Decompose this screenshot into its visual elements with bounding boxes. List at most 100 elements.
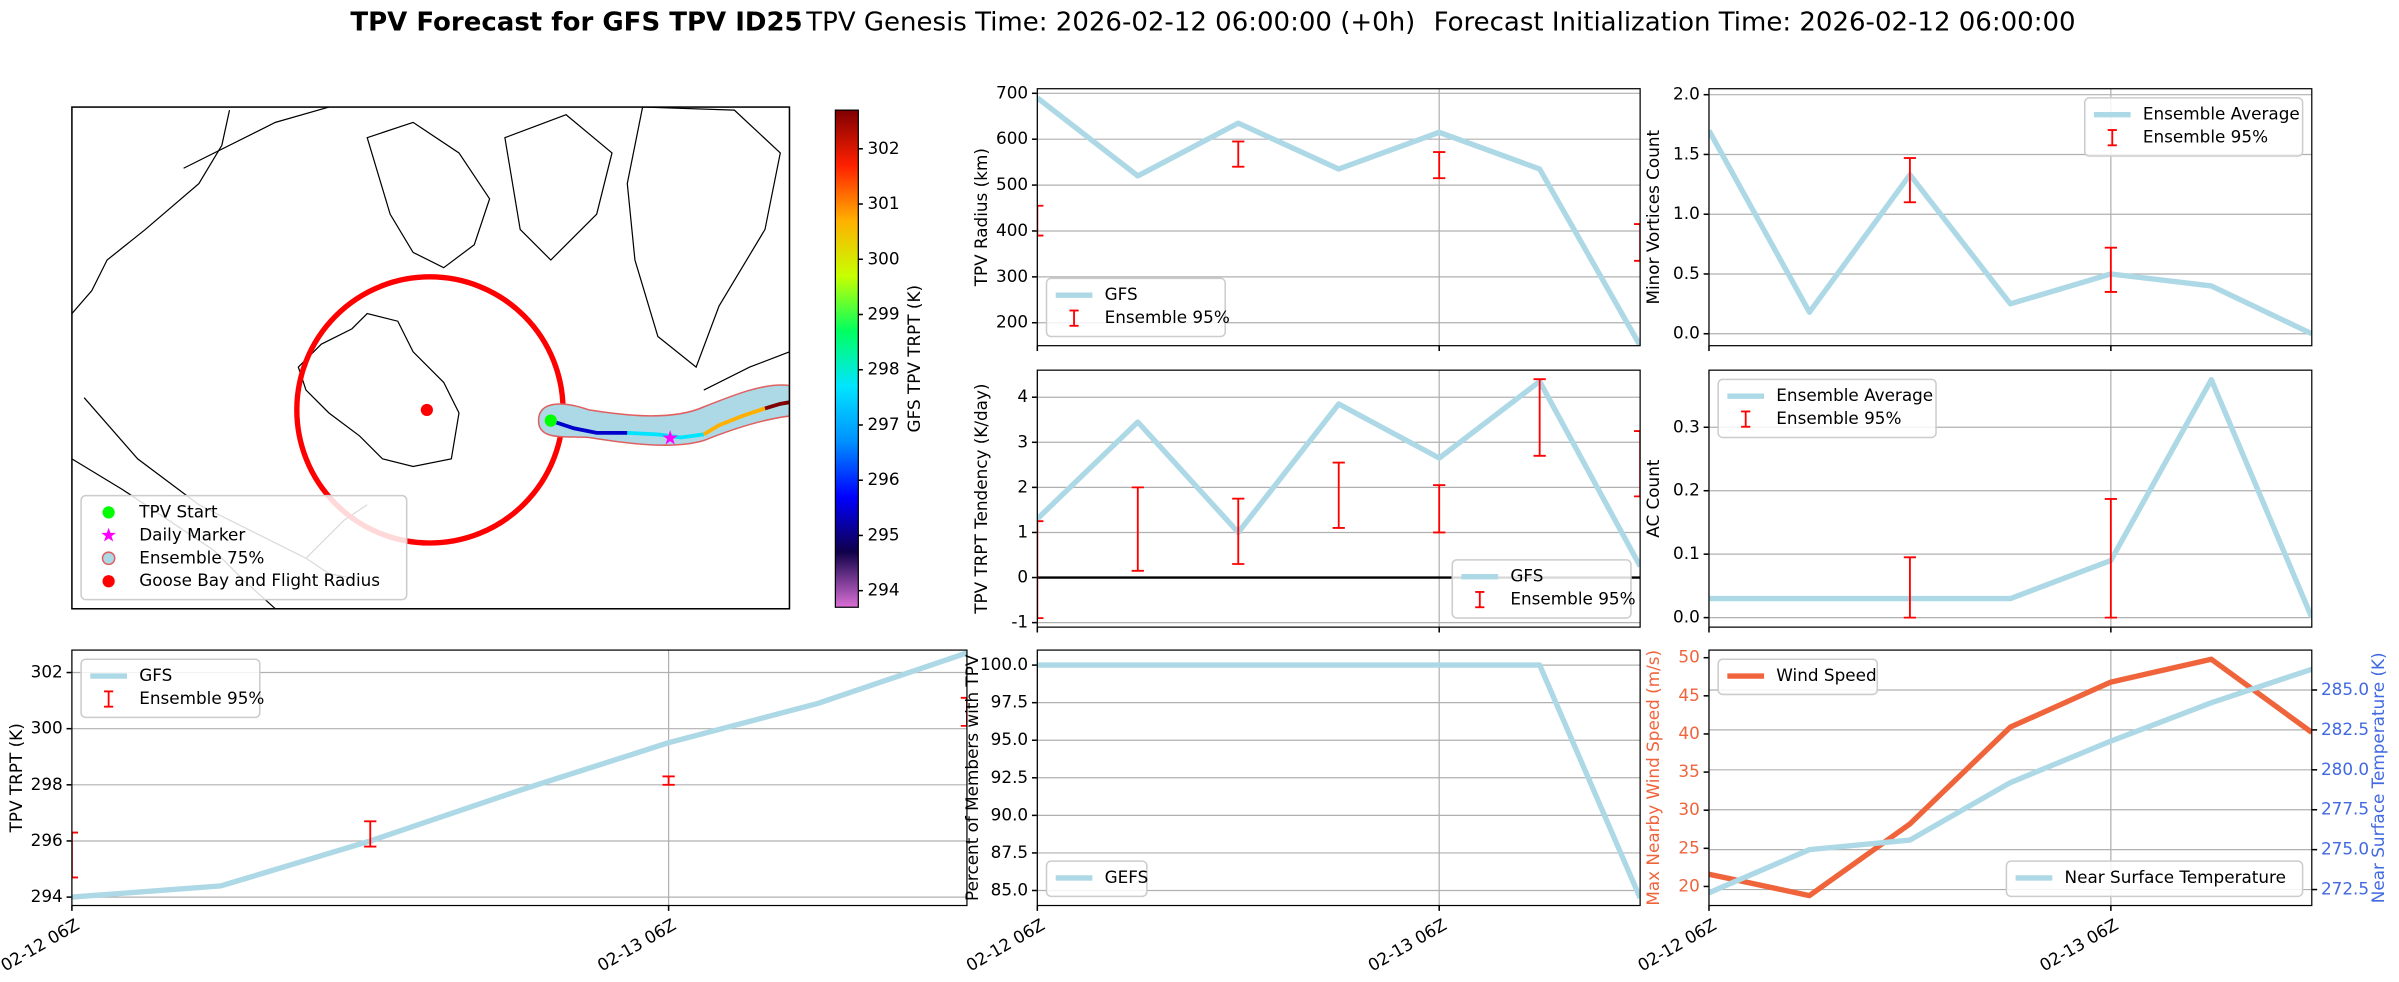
- legend: TPV Start Daily Marker Ensemble 75% Goose B…: [80, 494, 408, 601]
- y-axis-label: AC Count: [1643, 459, 1663, 538]
- x-tick-label: 02-12 06Z: [1634, 914, 1719, 975]
- error-bar: [2104, 246, 2117, 293]
- legend-label: Near Surface Temperature: [2065, 867, 2286, 887]
- colorbar-label: GFS TPV TRPT (K): [904, 285, 924, 433]
- y-tick-label: 300: [996, 266, 1028, 286]
- y-tick-label: 2: [1017, 476, 1028, 496]
- legend-label: GFS: [139, 665, 172, 685]
- y-tick-label: 0.5: [1673, 263, 1700, 283]
- plot-frame: [1708, 88, 2313, 347]
- legend-marker: [101, 527, 116, 542]
- legend-label: Ensemble 95%: [1776, 408, 1901, 428]
- colorbar: [834, 109, 859, 608]
- y-tick-label: 2.0: [1673, 84, 1700, 104]
- figure-subtitle: Forecast Initialization Time: 2026-02-12…: [1434, 7, 2076, 37]
- y2-tick-label: 275.0: [2321, 839, 2369, 859]
- plot-frame: [1036, 649, 1641, 907]
- plot-frame: [1708, 649, 2313, 907]
- plot-frame: [1036, 88, 1641, 347]
- error-bar: [1433, 484, 1446, 534]
- line-chart: 200 300 400 500 600 700 TPV Radius (km) GFS Ense…: [971, 82, 1641, 352]
- y2-tick-label: 285.0: [2321, 679, 2369, 699]
- legend-box: [2005, 860, 2304, 898]
- legend-label: Wind Speed: [1776, 665, 1876, 685]
- y-tick-label: 50: [1678, 647, 1699, 667]
- y-tick-label: 100.0: [980, 654, 1028, 674]
- colorbar-tick-label: 298: [867, 359, 899, 379]
- error-bar: [1131, 486, 1144, 572]
- y-tick-label: 298: [31, 774, 63, 794]
- legend-marker: [102, 506, 115, 519]
- legend-label: GEFS: [1105, 867, 1149, 887]
- error-bar: [1232, 140, 1245, 168]
- colorbar-tick-label: 300: [867, 248, 899, 268]
- y-tick-label: 30: [1678, 799, 1699, 819]
- legend-label: Ensemble 95%: [1510, 589, 1635, 609]
- error-bar: [2104, 498, 2117, 619]
- error-bar: [960, 696, 967, 727]
- legend: Near Surface Temperature: [2005, 860, 2304, 898]
- svg-text:★: ★: [661, 426, 679, 449]
- y-tick-label: 0.0: [1673, 323, 1700, 343]
- y-tick-label: 0.3: [1673, 416, 1700, 436]
- y-tick-label: 1: [1017, 521, 1028, 541]
- error-bar: [1634, 430, 1641, 498]
- x-tick-label: 02-13 06Z: [1364, 914, 1449, 975]
- error-bar: [1903, 556, 1917, 619]
- y-tick-label: 45: [1678, 685, 1699, 705]
- colorbar-tick-label: 297: [867, 414, 899, 434]
- plot-area: [71, 650, 967, 900]
- y-axis-label: TPV Radius (km): [971, 148, 991, 287]
- legend-label: GFS: [1105, 284, 1138, 304]
- map-art: ★: [71, 107, 790, 609]
- y-tick-label: 85.0: [991, 879, 1028, 899]
- y-tick-label: 25: [1678, 837, 1699, 857]
- line-chart: 85.0 87.5 90.0 92.5 95.0 97.5 100.0 02-12 06Z 02…: [962, 649, 1641, 975]
- line-chart: 20 25 30 35 40 45 50 272.5 275.0 277.5 280.0 282.5 2…: [1634, 647, 2388, 976]
- error-bar: [662, 775, 675, 786]
- y-tick-label: 3: [1017, 431, 1028, 451]
- legend-marker: [102, 575, 115, 588]
- line-chart: 0.0 0.5 1.0 1.5 2.0 Minor Vortices Count Ensem…: [1643, 84, 2313, 352]
- error-bar: [1332, 461, 1345, 529]
- legend-marker: [101, 551, 116, 566]
- y2-tick-label: 282.5: [2321, 719, 2369, 739]
- colorbar-tick-label: 294: [867, 580, 899, 600]
- y2-tick-label: 277.5: [2321, 799, 2369, 819]
- y-tick-label: 700: [996, 82, 1028, 102]
- x-tick-label: 02-13 06Z: [2036, 914, 2121, 975]
- y-tick-label: 1.0: [1673, 203, 1700, 223]
- y-tick-label: 97.5: [991, 692, 1028, 712]
- x-tick-label: 02-12 06Z: [962, 914, 1047, 975]
- error-bar: [1533, 378, 1546, 457]
- legend-box: [1717, 378, 1937, 439]
- legend-box: [1717, 658, 1879, 696]
- y-tick-label: 0.0: [1673, 607, 1700, 627]
- error-bar: [1903, 157, 1917, 204]
- figure-title: TPV Forecast for GFS TPV ID25: [350, 7, 802, 37]
- y-tick-label: 0.1: [1673, 543, 1700, 563]
- y-tick-label: 90.0: [991, 804, 1028, 824]
- y-tick-label: 87.5: [991, 842, 1028, 862]
- y-tick-label: 600: [996, 128, 1028, 148]
- y2-axis-label: Near Surface Temperature (K): [2368, 652, 2388, 903]
- error-bar: [1232, 497, 1245, 565]
- plot-area: [1708, 656, 2312, 899]
- legend-label: Goose Bay and Flight Radius: [139, 570, 380, 590]
- x-tick-label: 02-12 06Z: [0, 914, 83, 975]
- line-chart: 294 296 298 300 302 02-12 06Z 02-13 06Z TPV TRP…: [0, 649, 968, 975]
- plot-area: [1708, 377, 2312, 619]
- series-line: [1037, 95, 1641, 346]
- error-bar: [71, 831, 79, 879]
- error-bar: [364, 820, 377, 848]
- legend: Ensemble Average Ensemble 95%: [2083, 97, 2304, 157]
- y-axis-label: Max Nearby Wind Speed (m/s): [1643, 650, 1663, 906]
- legend: GFS Ensemble 95%: [1451, 559, 1636, 619]
- legend-label: Ensemble Average: [2143, 104, 2300, 124]
- y-tick-label: 296: [31, 830, 63, 850]
- plot-frame: [1708, 369, 2313, 628]
- series-line: [1708, 666, 2312, 896]
- y-tick-label: 302: [31, 662, 63, 682]
- legend-box: [1045, 860, 1148, 898]
